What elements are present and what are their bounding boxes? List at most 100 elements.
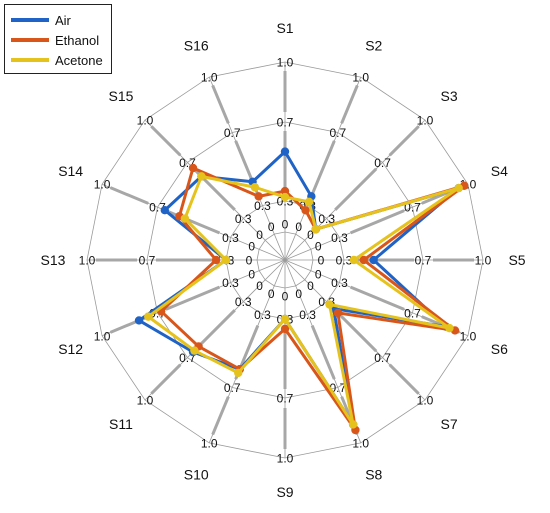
ring-label: 1.0 — [417, 394, 434, 408]
ring-label: 0.3 — [331, 276, 348, 290]
ring-label: 0 — [282, 218, 289, 232]
data-point-ethanol-s9 — [280, 324, 290, 334]
data-point-air-s12 — [134, 316, 144, 325]
ring-label: 0.7 — [224, 126, 241, 140]
ring-label: 0 — [246, 254, 253, 268]
category-label-s7: S7 — [440, 416, 457, 432]
data-point-acetone-s12 — [144, 312, 153, 321]
data-point-acetone-s10 — [234, 368, 243, 378]
legend-label-acetone: Acetone — [55, 52, 103, 68]
ring-label: 0.3 — [235, 212, 252, 226]
axis-spoke-segment — [165, 285, 220, 311]
category-label-s14: S14 — [58, 163, 83, 179]
ring-label: 0 — [315, 240, 322, 254]
ring-label: 0.3 — [222, 276, 239, 290]
category-label-s15: S15 — [108, 88, 133, 104]
legend-swatch-ethanol — [11, 38, 49, 42]
data-point-acetone-s6 — [445, 323, 454, 333]
axis-spoke-segment — [350, 285, 405, 311]
ring-label: 0.3 — [318, 212, 335, 226]
ring-label: 1.0 — [137, 394, 154, 408]
category-label-s8: S8 — [365, 466, 382, 482]
legend: Air Ethanol Acetone — [4, 4, 112, 74]
ring-label: 1.0 — [352, 436, 369, 450]
axis-spoke-segment — [340, 84, 359, 124]
legend-label-air: Air — [55, 12, 71, 28]
axis-spoke-segment — [310, 325, 336, 380]
data-point-ethanol-s13 — [211, 255, 221, 265]
legend-swatch-air — [11, 18, 49, 22]
legend-item-air: Air — [11, 11, 71, 29]
ring-label: 1.0 — [417, 113, 434, 127]
ring-label: 0.7 — [277, 392, 294, 406]
legend-swatch-acetone — [11, 58, 49, 62]
data-point-ethanol-s15 — [188, 163, 198, 173]
data-point-acetone-s13 — [221, 255, 231, 265]
category-label-s10: S10 — [184, 466, 209, 482]
axis-spoke-segment — [211, 84, 230, 124]
ring-label: 0 — [268, 287, 275, 301]
ring-label: 0 — [318, 254, 325, 268]
category-label-s1: S1 — [276, 20, 293, 36]
ring-label: 0.7 — [329, 126, 346, 140]
category-label-s12: S12 — [58, 341, 83, 357]
ring-label: 0.7 — [224, 381, 241, 395]
axis-spoke-segment — [310, 140, 336, 195]
data-point-acetone-s5 — [349, 255, 359, 265]
category-label-s11: S11 — [109, 416, 133, 432]
axis-spoke-segment — [334, 167, 378, 211]
axis-spoke-segment — [165, 209, 220, 235]
ring-label: 1.0 — [352, 71, 369, 85]
data-point-air-s1 — [280, 147, 290, 156]
data-point-acetone-s11 — [190, 346, 199, 355]
category-label-s2: S2 — [365, 38, 382, 54]
data-point-ethanol-s1 — [280, 186, 290, 196]
category-label-s13: S13 — [41, 252, 66, 268]
ring-label: 1.0 — [94, 178, 111, 192]
ring-label: 0.7 — [374, 351, 391, 365]
axis-spoke-segment — [350, 209, 405, 235]
data-point-air-s14 — [160, 206, 170, 215]
data-point-acetone-s4 — [454, 183, 463, 193]
axis-spoke-segment — [211, 396, 230, 436]
ring-label: 1.0 — [137, 113, 154, 127]
category-label-s3: S3 — [440, 88, 457, 104]
ring-label: 0 — [315, 267, 322, 281]
ring-label: 0.7 — [277, 116, 294, 130]
ring-label: 0 — [282, 290, 289, 304]
ring-label: 1.0 — [201, 71, 218, 85]
axis-spoke-segment — [334, 309, 378, 353]
category-label-s6: S6 — [491, 341, 508, 357]
data-point-ethanol-s2 — [301, 206, 310, 215]
ring-label: 0 — [307, 279, 314, 293]
ring-label: 1.0 — [94, 329, 111, 343]
data-point-acetone-s2 — [304, 197, 314, 207]
ring-label: 0 — [248, 240, 255, 254]
ring-label: 0.3 — [222, 231, 239, 245]
legend-label-ethanol: Ethanol — [55, 32, 100, 48]
data-point-ethanol-s7 — [333, 308, 343, 318]
ring-label: 0.3 — [331, 231, 348, 245]
ring-label: 0 — [295, 287, 302, 301]
ring-label: 0 — [295, 220, 302, 234]
legend-item-ethanol: Ethanol — [11, 31, 99, 49]
data-point-acetone-s15 — [197, 172, 206, 181]
data-point-acetone-s9 — [280, 314, 290, 324]
data-point-acetone-s3 — [311, 225, 320, 234]
ring-label: 0.3 — [254, 199, 271, 213]
data-point-acetone-s8 — [348, 420, 358, 429]
ring-label: 0.7 — [329, 381, 346, 395]
ring-label: 1.0 — [277, 452, 294, 466]
ring-label: 0.7 — [374, 156, 391, 170]
ring-label: 0.3 — [299, 308, 316, 322]
axis-spoke-segment — [109, 186, 149, 205]
ring-label: 0.3 — [235, 295, 252, 309]
ring-label: 0 — [268, 220, 275, 234]
data-point-air-s5 — [369, 255, 378, 265]
ring-label: 0.7 — [139, 254, 156, 268]
category-label-s5: S5 — [508, 252, 525, 268]
axis-spoke-segment — [388, 125, 420, 157]
ring-label: 0.7 — [415, 254, 432, 268]
ring-label: 0 — [307, 228, 314, 242]
